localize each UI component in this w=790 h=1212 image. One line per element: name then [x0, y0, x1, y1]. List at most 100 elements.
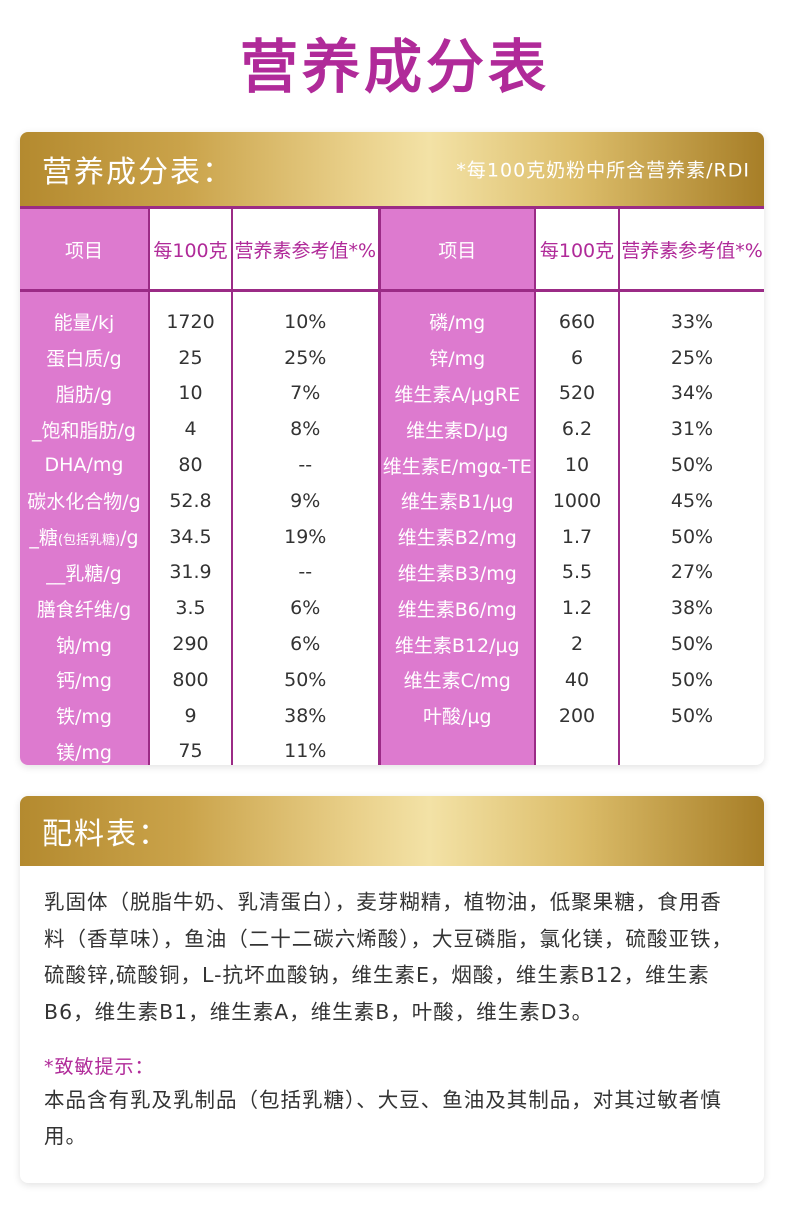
nutrient-name: 钠/mg — [20, 626, 150, 662]
nutrition-header-note: *每100克奶粉中所含营养素/RDI — [456, 159, 750, 182]
nutrient-value: 1.2 — [535, 590, 620, 627]
nutrient-value: 31.9 — [149, 554, 233, 591]
nutrient-value: 1.7 — [535, 518, 620, 555]
nutrition-table-body: 能量/kj 1720 10% 磷/mg 660 33% 蛋白质/g 25 25% 锌/mg 6 25%… — [20, 290, 764, 765]
nutrient-rdi: 8% — [232, 411, 381, 448]
nutrient-value: 1000 — [535, 482, 620, 519]
nutrient-rdi: 34% — [670, 382, 714, 405]
nutrient-name: 铁/mg — [20, 697, 150, 734]
nutrient-name: DHA/mg — [20, 447, 150, 483]
nutrient-name: 维生素A/μgRE — [379, 375, 536, 412]
table-row: __乳糖/g 31.9 -- 维生素B3/mg 5.5 27% — [20, 554, 764, 591]
nutrient-name: _糖(包括乳糖)/g — [20, 518, 150, 555]
nutrient-name: 维生素E/mgα-TE — [379, 447, 536, 483]
nutrient-name: 锌/mg — [379, 339, 536, 376]
nutrient-rdi: 50% — [670, 633, 714, 656]
col-header-item-right: 项目 — [379, 206, 536, 292]
nutrition-table: 项目 每100克 营养素参考值*% 项目 每100克 营养素参考值*% 能量/k… — [20, 206, 764, 765]
table-row: 钠/mg 290 6% 维生素B12/μg 2 50% — [20, 626, 764, 662]
nutrient-name: 叶酸/μg — [379, 697, 536, 734]
nutrient-rdi: 45% — [670, 489, 714, 512]
nutrient-rdi: 38% — [232, 697, 381, 734]
allergy-title: *致敏提示： — [44, 1056, 155, 1078]
nutrient-rdi — [619, 734, 764, 765]
nutrient-name: 磷/mg — [379, 290, 536, 340]
nutrient-rdi: 25% — [670, 346, 714, 369]
nutrient-rdi: 25% — [232, 339, 381, 376]
nutrient-value: 34.5 — [149, 518, 233, 555]
nutrient-value: 520 — [535, 375, 620, 412]
table-row: 蛋白质/g 25 25% 锌/mg 6 25% — [20, 339, 764, 376]
nutrient-rdi: 19% — [232, 518, 381, 555]
nutrient-value: 660 — [535, 290, 620, 340]
nutrient-rdi: 6% — [232, 590, 381, 627]
nutrient-value: 800 — [149, 661, 233, 698]
nutrient-value: 200 — [535, 697, 620, 734]
nutrient-name — [379, 733, 536, 765]
nutrient-name: 钙/mg — [20, 661, 150, 698]
nutrient-name-unit: /g — [120, 527, 139, 550]
nutrient-rdi: 27% — [670, 561, 714, 584]
nutrition-header-title: 营养成分表： — [42, 155, 234, 190]
ingredients-card: 配料表： 乳固体（脱脂牛奶、乳清蛋白），麦芽糊精，植物油，低聚果糖，食用香料（香… — [20, 796, 764, 1183]
nutrient-rdi: -- — [232, 447, 381, 483]
nutrient-name: 维生素B6/mg — [379, 590, 536, 627]
table-row: _饱和脂肪/g 4 8% 维生素D/μg 6.2 31% — [20, 411, 764, 448]
nutrient-value: 1720 — [149, 290, 233, 340]
ingredients-header-title: 配料表： — [42, 817, 170, 852]
nutrient-value: 2 — [535, 626, 620, 662]
nutrient-name: 镁/mg — [20, 733, 150, 765]
nutrient-rdi: 38% — [670, 597, 714, 620]
nutrient-name: 维生素C/mg — [379, 661, 536, 698]
nutrient-value — [535, 733, 620, 765]
nutrient-name: 维生素D/μg — [379, 411, 536, 448]
nutrient-rdi: 50% — [670, 525, 714, 548]
nutrient-value: 6.2 — [535, 411, 620, 448]
nutrient-rdi: 33% — [670, 310, 714, 333]
nutrient-rdi: 7% — [232, 375, 381, 412]
allergy-text: 本品含有乳及乳制品（包括乳糖）、大豆、鱼油及其制品，对其过敏者慎用。 — [44, 1088, 722, 1148]
table-row: 铁/mg 9 38% 叶酸/μg 200 50% — [20, 697, 764, 734]
nutrition-header: 营养成分表： *每100克奶粉中所含营养素/RDI — [20, 132, 764, 206]
nutrient-value: 25 — [149, 339, 233, 376]
nutrient-name: 维生素B12/μg — [379, 626, 536, 662]
nutrient-value: 52.8 — [149, 482, 233, 519]
nutrient-rdi: 50% — [232, 661, 381, 698]
nutrient-name: 维生素B1/μg — [379, 482, 536, 519]
ingredients-body: 乳固体（脱脂牛奶、乳清蛋白），麦芽糊精，植物油，低聚果糖，食用香料（香草味），鱼… — [20, 866, 764, 1154]
table-row: DHA/mg 80 -- 维生素E/mgα-TE 10 50% — [20, 447, 764, 483]
nutrient-value: 6 — [535, 339, 620, 376]
col-header-rdi-right: 营养素参考值*% — [619, 206, 764, 292]
nutrient-rdi: 50% — [670, 704, 714, 727]
nutrient-name: __乳糖/g — [20, 554, 150, 591]
nutrient-value: 9 — [149, 697, 233, 734]
table-row: _糖(包括乳糖)/g 34.5 19% 维生素B2/mg 1.7 50% — [20, 518, 764, 555]
nutrient-rdi: 31% — [670, 418, 714, 441]
nutrient-name: _饱和脂肪/g — [20, 411, 150, 448]
table-row: 能量/kj 1720 10% 磷/mg 660 33% — [20, 290, 764, 340]
nutrient-name: 脂肪/g — [20, 375, 150, 412]
table-row: 脂肪/g 10 7% 维生素A/μgRE 520 34% — [20, 375, 764, 412]
col-header-per100g-left: 每100克 — [149, 206, 233, 292]
nutrient-name: 碳水化合物/g — [20, 482, 150, 519]
nutrient-value: 3.5 — [149, 590, 233, 627]
ingredients-text: 乳固体（脱脂牛奶、乳清蛋白），麦芽糊精，植物油，低聚果糖，食用香料（香草味），鱼… — [44, 890, 733, 1024]
table-row: 钙/mg 800 50% 维生素C/mg 40 50% — [20, 661, 764, 698]
nutrient-value: 4 — [149, 411, 233, 448]
table-row: 碳水化合物/g 52.8 9% 维生素B1/μg 1000 45% — [20, 482, 764, 519]
nutrient-name: 蛋白质/g — [20, 339, 150, 376]
table-row: 镁/mg 75 11% — [20, 733, 764, 765]
page-title: 营养成分表 — [239, 33, 550, 101]
nutrient-value: 40 — [535, 661, 620, 698]
col-header-item-left: 项目 — [20, 206, 150, 292]
nutrient-rdi: -- — [232, 554, 381, 591]
nutrition-card: 营养成分表： *每100克奶粉中所含营养素/RDI 项目 每100克 营养素参考… — [20, 132, 764, 765]
nutrient-rdi: 11% — [232, 733, 381, 765]
ingredients-header: 配料表： — [20, 796, 764, 866]
nutrient-value: 10 — [535, 447, 620, 483]
nutrient-rdi: 10% — [232, 290, 381, 340]
nutrient-name: 维生素B2/mg — [379, 518, 536, 555]
nutrient-value: 5.5 — [535, 554, 620, 591]
nutrient-value: 290 — [149, 626, 233, 662]
nutrient-value: 75 — [149, 733, 233, 765]
